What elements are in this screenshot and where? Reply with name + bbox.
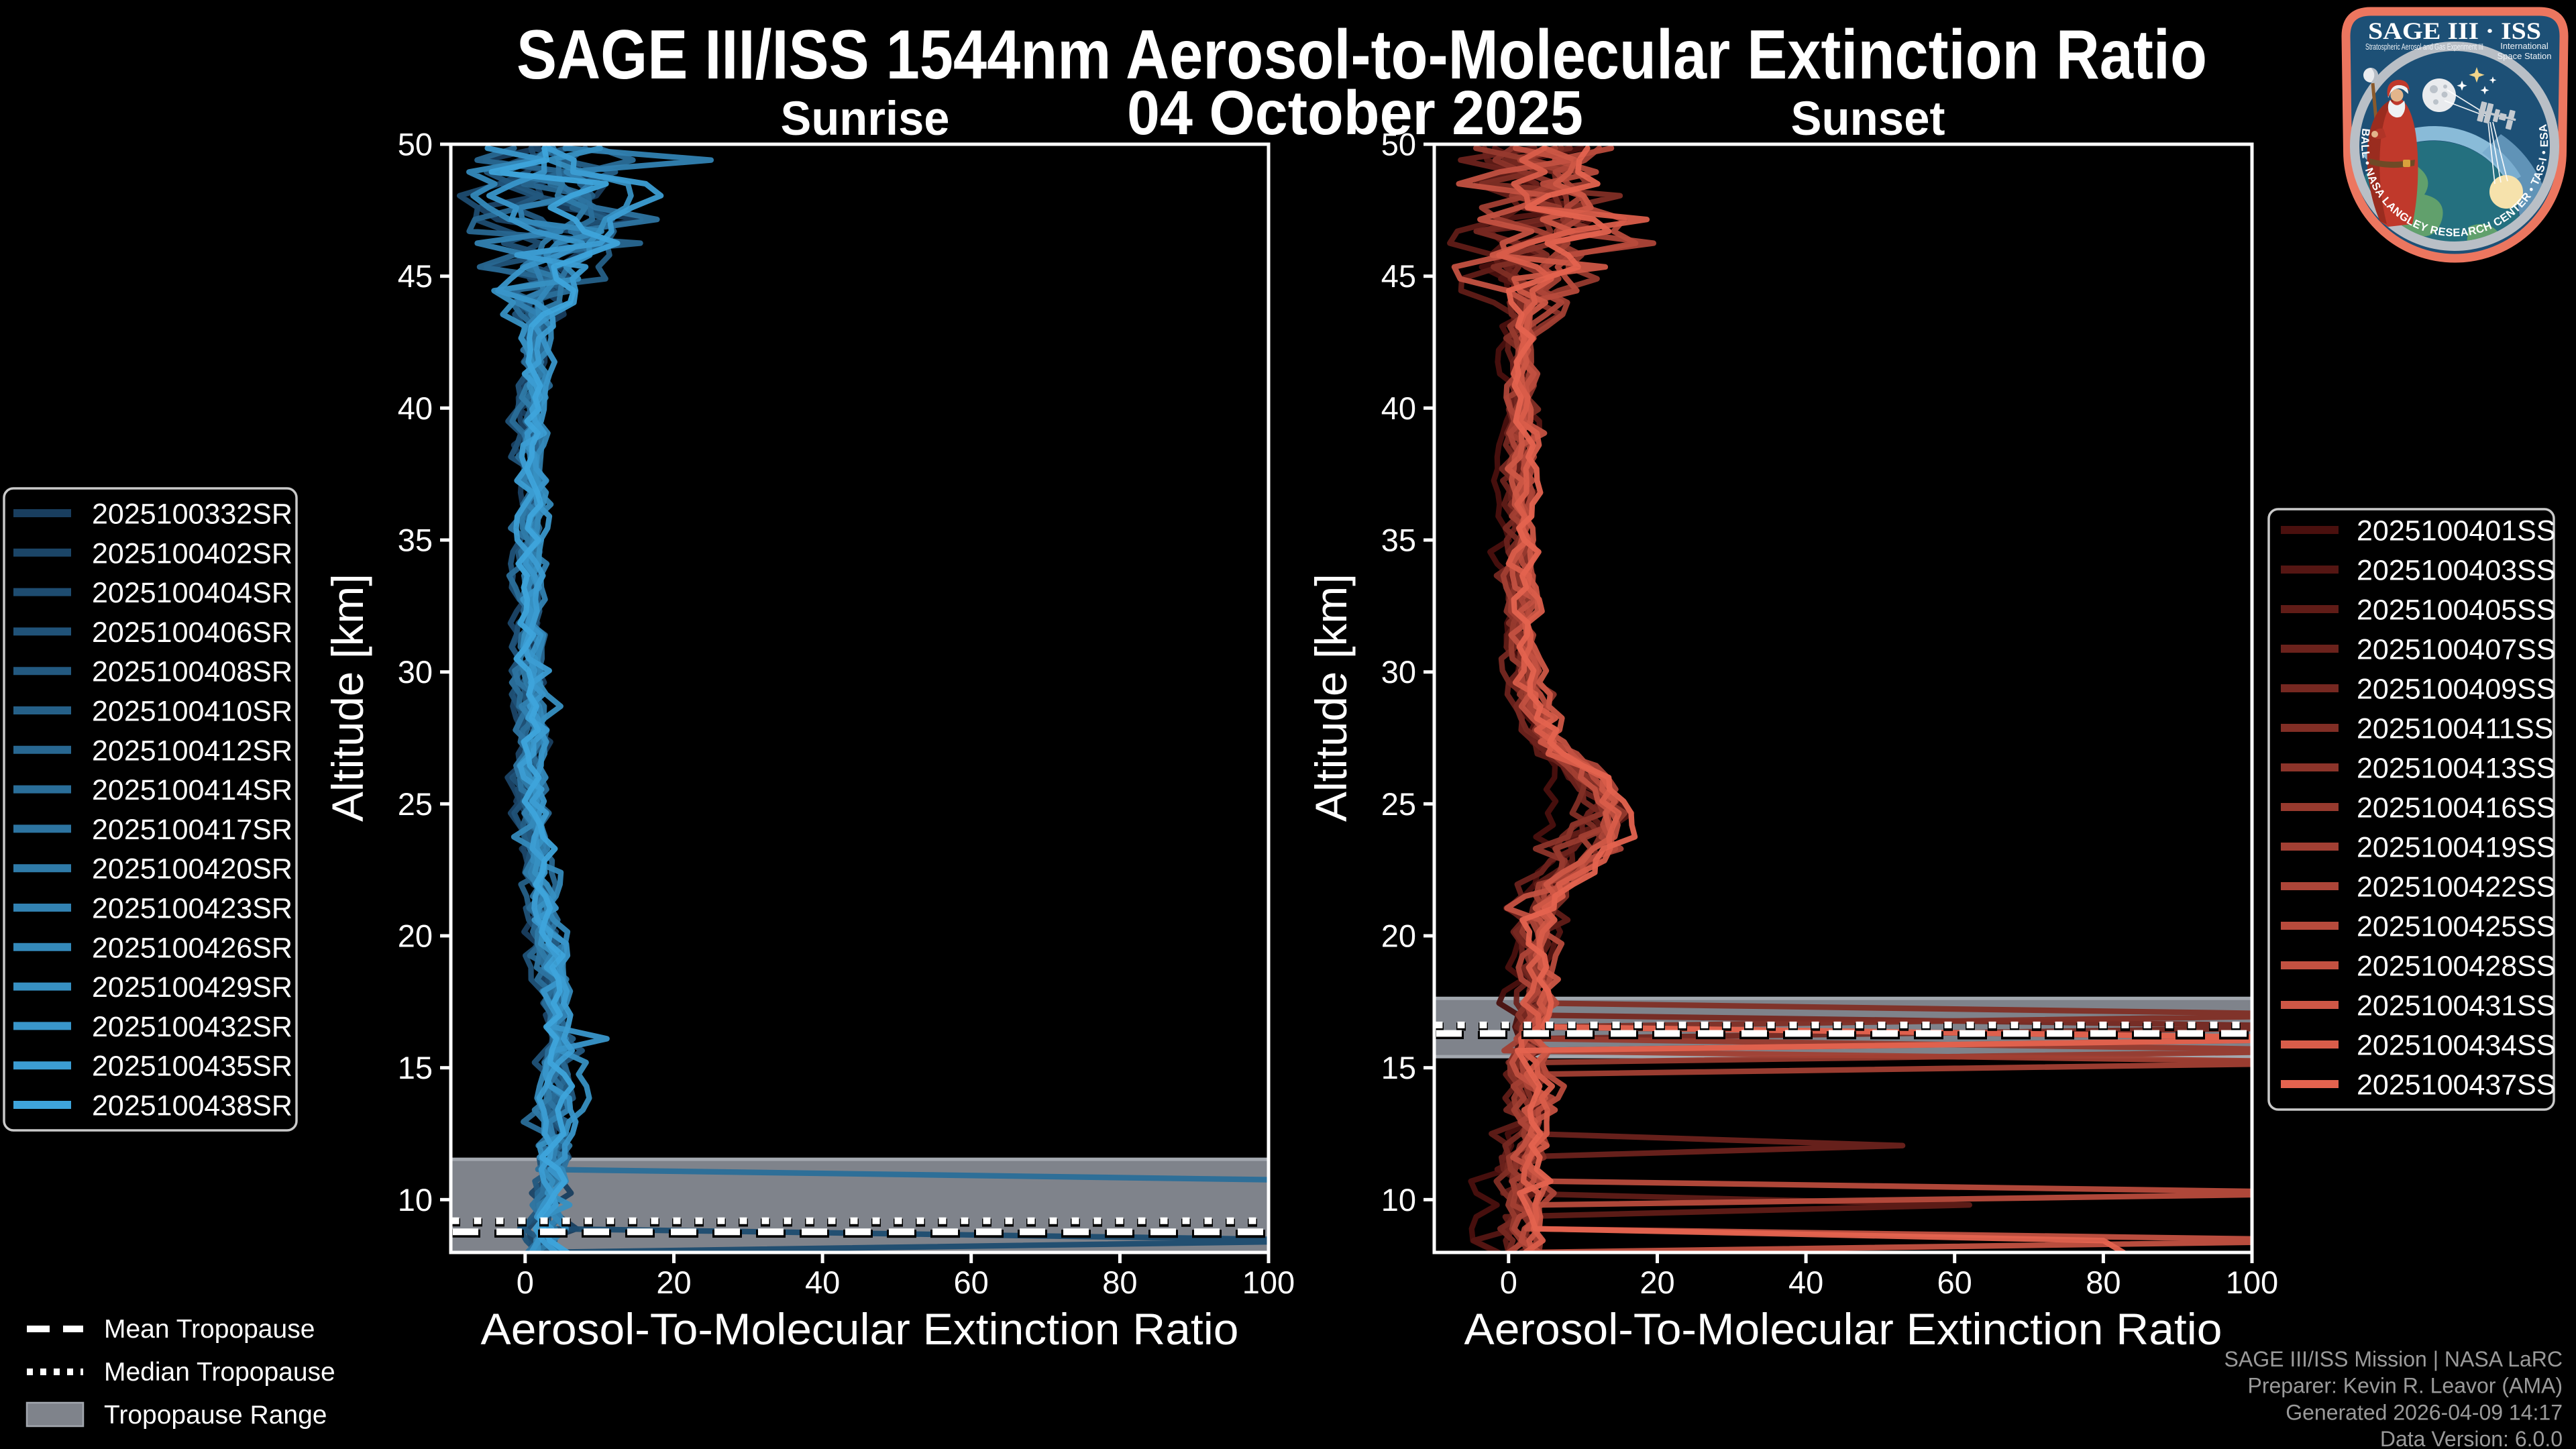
- svg-text:100: 100: [2226, 1265, 2278, 1300]
- svg-text:100: 100: [1242, 1265, 1295, 1300]
- svg-text:2025100404SR: 2025100404SR: [92, 577, 292, 609]
- svg-text:2025100409SS: 2025100409SS: [2357, 674, 2556, 706]
- svg-text:2025100423SR: 2025100423SR: [92, 893, 292, 925]
- svg-text:2025100438SR: 2025100438SR: [92, 1090, 292, 1122]
- svg-text:2025100413SS: 2025100413SS: [2357, 753, 2556, 785]
- svg-text:2025100402SR: 2025100402SR: [92, 537, 292, 570]
- svg-text:50: 50: [1381, 127, 1416, 162]
- svg-text:2025100422SS: 2025100422SS: [2357, 871, 2556, 904]
- svg-text:2025100332SR: 2025100332SR: [92, 498, 292, 531]
- svg-text:2025100405SS: 2025100405SS: [2357, 594, 2556, 627]
- svg-text:45: 45: [1381, 258, 1416, 294]
- svg-text:2025100432SR: 2025100432SR: [92, 1011, 292, 1043]
- svg-text:Generated 2026-04-09 14:17: Generated 2026-04-09 14:17: [2286, 1400, 2563, 1424]
- svg-text:60: 60: [1937, 1265, 1972, 1300]
- svg-text:2025100425SS: 2025100425SS: [2357, 911, 2556, 943]
- svg-text:2025100437SS: 2025100437SS: [2357, 1069, 2556, 1102]
- svg-text:0: 0: [517, 1265, 534, 1300]
- svg-text:40: 40: [1381, 390, 1416, 426]
- svg-text:Tropopause Range: Tropopause Range: [104, 1401, 327, 1430]
- svg-text:2025100434SS: 2025100434SS: [2357, 1030, 2556, 1062]
- svg-text:04 October 2025: 04 October 2025: [1127, 78, 1583, 148]
- svg-text:Stratospheric Aerosol and Gas: Stratospheric Aerosol and Gas Experiment…: [2365, 42, 2483, 52]
- svg-text:20: 20: [398, 918, 433, 954]
- svg-text:2025100420SR: 2025100420SR: [92, 853, 292, 885]
- svg-text:Altitude [km]: Altitude [km]: [1306, 574, 1356, 822]
- svg-text:SAGE III/ISS Mission | NASA La: SAGE III/ISS Mission | NASA LaRC: [2224, 1347, 2563, 1371]
- svg-text:Mean Tropopause: Mean Tropopause: [104, 1315, 315, 1344]
- svg-text:40: 40: [1788, 1265, 1823, 1300]
- svg-text:2025100416SS: 2025100416SS: [2357, 792, 2556, 824]
- svg-text:0: 0: [1500, 1265, 1517, 1300]
- svg-text:International: International: [2500, 41, 2548, 51]
- svg-text:50: 50: [398, 127, 433, 162]
- svg-text:20: 20: [1640, 1265, 1674, 1300]
- svg-text:Altitude [km]: Altitude [km]: [323, 574, 372, 822]
- svg-text:40: 40: [805, 1265, 840, 1300]
- svg-text:SAGE III/ISS 1544nm Aerosol-to: SAGE III/ISS 1544nm Aerosol-to-Molecular…: [517, 16, 2207, 94]
- svg-text:2025100406SR: 2025100406SR: [92, 616, 292, 649]
- svg-text:35: 35: [398, 523, 433, 558]
- svg-text:2025100411SS: 2025100411SS: [2357, 713, 2553, 745]
- svg-text:10: 10: [398, 1182, 433, 1218]
- svg-text:30: 30: [1381, 654, 1416, 690]
- svg-text:2025100408SR: 2025100408SR: [92, 656, 292, 688]
- svg-text:25: 25: [398, 786, 433, 822]
- svg-text:35: 35: [1381, 523, 1416, 558]
- svg-text:45: 45: [398, 258, 433, 294]
- svg-text:2025100414SR: 2025100414SR: [92, 774, 292, 806]
- svg-text:25: 25: [1381, 786, 1416, 822]
- svg-text:2025100401SS: 2025100401SS: [2357, 515, 2556, 547]
- svg-text:Sunset: Sunset: [1791, 93, 1945, 146]
- svg-text:SAGE III · ISS: SAGE III · ISS: [2368, 17, 2541, 44]
- svg-text:Median Tropopause: Median Tropopause: [104, 1358, 335, 1387]
- svg-text:2025100403SS: 2025100403SS: [2357, 555, 2556, 587]
- svg-text:2025100419SS: 2025100419SS: [2357, 832, 2556, 864]
- svg-text:2025100410SR: 2025100410SR: [92, 696, 292, 728]
- svg-text:2025100407SS: 2025100407SS: [2357, 634, 2556, 666]
- svg-text:15: 15: [1381, 1050, 1416, 1085]
- svg-text:Aerosol-To-Molecular Extinctio: Aerosol-To-Molecular Extinction Ratio: [1464, 1304, 2222, 1354]
- svg-text:Preparer: Kevin R. Leavor (AMA: Preparer: Kevin R. Leavor (AMA): [2248, 1374, 2563, 1398]
- svg-text:2025100412SR: 2025100412SR: [92, 735, 292, 767]
- svg-text:20: 20: [1381, 918, 1416, 954]
- svg-text:Sunrise: Sunrise: [781, 93, 950, 146]
- svg-text:80: 80: [1102, 1265, 1137, 1300]
- svg-text:2025100429SR: 2025100429SR: [92, 971, 292, 1004]
- svg-text:Space Station: Space Station: [2498, 51, 2552, 61]
- svg-text:2025100431SS: 2025100431SS: [2357, 990, 2556, 1022]
- svg-text:2025100428SS: 2025100428SS: [2357, 951, 2556, 983]
- svg-text:40: 40: [398, 390, 433, 426]
- svg-text:2025100435SR: 2025100435SR: [92, 1051, 292, 1083]
- svg-text:30: 30: [398, 654, 433, 690]
- svg-text:10: 10: [1381, 1182, 1416, 1218]
- svg-text:2025100417SR: 2025100417SR: [92, 814, 292, 846]
- svg-text:Data Version: 6.0.0: Data Version: 6.0.0: [2380, 1427, 2563, 1449]
- svg-text:2025100426SR: 2025100426SR: [92, 932, 292, 964]
- svg-text:80: 80: [2086, 1265, 2121, 1300]
- svg-text:20: 20: [656, 1265, 691, 1300]
- svg-text:60: 60: [954, 1265, 989, 1300]
- svg-text:15: 15: [398, 1050, 433, 1085]
- svg-text:Aerosol-To-Molecular Extinctio: Aerosol-To-Molecular Extinction Ratio: [481, 1304, 1239, 1354]
